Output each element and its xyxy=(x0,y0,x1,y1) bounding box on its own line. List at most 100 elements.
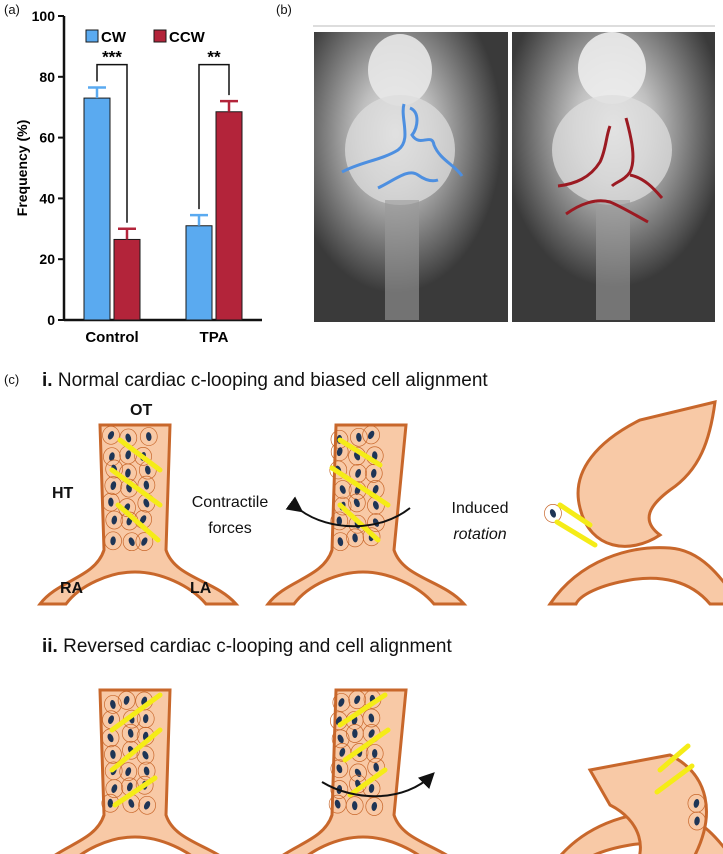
row-i-tube-1 xyxy=(36,423,240,606)
cell-nucleus xyxy=(353,498,360,508)
cell-outline xyxy=(105,459,124,479)
cell-nucleus xyxy=(128,799,135,808)
bar-cw-tpa xyxy=(185,225,213,321)
alignment-line xyxy=(337,437,383,468)
alignment-line xyxy=(337,692,388,728)
cell-nucleus xyxy=(143,766,150,776)
heart-tube xyxy=(264,423,468,606)
cell-nucleus xyxy=(336,764,343,774)
label-contractile-forces: Contractile forces xyxy=(191,494,269,537)
cell-nucleus xyxy=(356,432,362,442)
cell-outline xyxy=(347,493,366,513)
cell-nucleus xyxy=(111,515,118,525)
cell-nucleus xyxy=(549,509,556,518)
row-i-heading: i. Normal cardiac c-looping and biased c… xyxy=(42,370,488,391)
cell-outline xyxy=(330,759,349,779)
cell-outline xyxy=(346,528,364,548)
y-tick-label: 80 xyxy=(39,69,55,85)
cell-nucleus xyxy=(334,799,341,809)
alignment-line xyxy=(554,519,598,548)
cell-outline xyxy=(104,695,122,714)
cell-nucleus xyxy=(355,468,362,478)
panel-label-a: (a) xyxy=(4,2,20,17)
chart-significance: *** ** xyxy=(96,48,230,223)
cell-nucleus xyxy=(108,715,115,725)
alignment-line xyxy=(654,763,695,795)
cell-nucleus xyxy=(110,536,116,546)
cell-outline xyxy=(365,797,384,816)
alignment-line xyxy=(109,727,163,773)
cell-nucleus xyxy=(338,698,345,707)
cell-nucleus xyxy=(371,802,378,811)
rotation-arrow-left xyxy=(285,496,411,528)
cell-outline xyxy=(135,775,154,795)
cell-outline xyxy=(365,744,384,763)
label-la: LA xyxy=(190,580,212,597)
alignment-line xyxy=(109,467,163,508)
cell-nucleus xyxy=(367,430,375,440)
significance-bracket xyxy=(96,63,128,223)
chart-bars xyxy=(83,86,243,321)
cell-nucleus xyxy=(693,798,700,808)
row-ii-heading: ii. Reversed cardiac c-looping and cell … xyxy=(42,636,452,657)
blue-trace xyxy=(341,103,407,174)
alignment-line xyxy=(329,465,391,508)
cell-nucleus xyxy=(127,728,134,738)
legend-label-ccw: CCW xyxy=(169,29,206,46)
cell-nucleus xyxy=(107,798,114,808)
cell-outline xyxy=(329,460,348,480)
cell-nucleus xyxy=(140,515,147,524)
significance-label: *** xyxy=(102,48,122,67)
cell-nucleus xyxy=(146,432,152,442)
alignment-line xyxy=(109,692,163,733)
cell-outline xyxy=(331,532,350,552)
cell-nucleus xyxy=(373,762,379,772)
alignment-line xyxy=(342,727,391,763)
label-ot: OT xyxy=(130,402,153,419)
cell-outline xyxy=(687,794,706,813)
row-i-tube-2 xyxy=(264,423,468,606)
significance-bracket xyxy=(198,63,230,210)
micrograph-cw xyxy=(314,32,508,322)
cell-outline xyxy=(333,480,352,499)
bar-ccw-control xyxy=(113,238,141,321)
cell-nucleus xyxy=(110,699,116,709)
alignment-line xyxy=(117,437,163,473)
cell-outline xyxy=(333,496,352,516)
row-ii-looped xyxy=(560,743,723,854)
cell-nucleus xyxy=(354,695,361,704)
cell-nucleus xyxy=(145,465,151,475)
cell-outline xyxy=(122,532,141,552)
alignment-line xyxy=(557,502,593,528)
x-tick-label: TPA xyxy=(200,329,229,346)
y-tick-label: 40 xyxy=(39,190,55,206)
row-ii-tube-1 xyxy=(54,688,220,854)
cell-nucleus xyxy=(128,537,135,546)
x-tick-label: Control xyxy=(85,329,138,346)
cell-nucleus xyxy=(109,452,115,462)
cell-outline xyxy=(350,427,368,447)
cell-nucleus xyxy=(352,533,358,543)
cell-outline xyxy=(362,527,381,547)
heart-tube xyxy=(282,688,448,854)
label-induced-rotation: Induced rotation xyxy=(451,500,509,543)
bar-chart: 0 20 40 60 80 100 Frequency (%) Control TPA CW CC… xyxy=(14,8,262,346)
cell-nucleus xyxy=(694,816,700,826)
micrograph-ccw xyxy=(512,32,715,322)
legend-swatch-ccw xyxy=(153,29,167,43)
label-ra: RA xyxy=(60,580,84,597)
cell-nucleus xyxy=(123,695,130,705)
cell-outline xyxy=(104,745,122,764)
cell-outline xyxy=(348,514,367,534)
cell-nucleus xyxy=(125,767,132,776)
cell-outline xyxy=(104,531,122,551)
chart-axes: 0 20 40 60 80 100 Frequency (%) Control TPA xyxy=(14,8,262,346)
heart-tube xyxy=(36,423,240,606)
cell-nucleus xyxy=(372,748,378,758)
cell-nucleus xyxy=(372,485,379,494)
cell-nucleus xyxy=(352,801,358,811)
cell-nucleus xyxy=(110,481,117,491)
alignment-line xyxy=(347,767,388,798)
cell-nucleus xyxy=(143,498,150,508)
